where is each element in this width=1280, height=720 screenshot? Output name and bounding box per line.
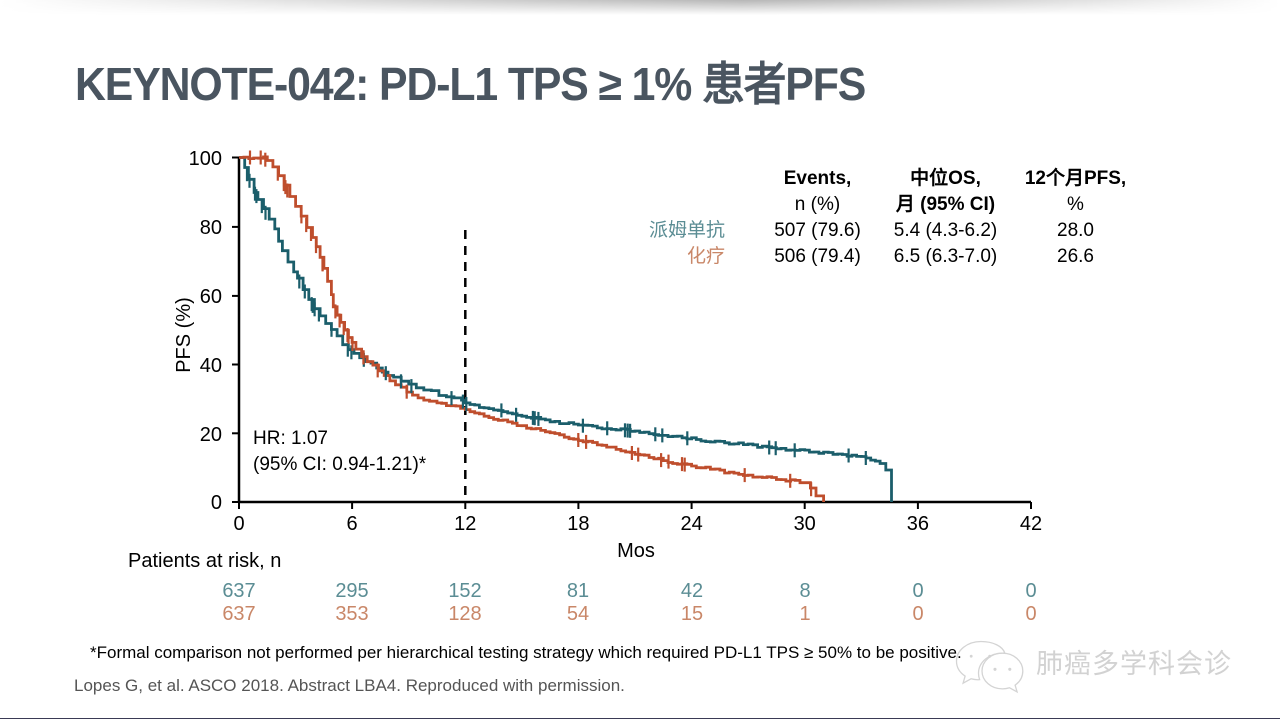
svg-text:30: 30 xyxy=(794,513,816,535)
svg-text:36: 36 xyxy=(907,513,929,535)
svg-text:0: 0 xyxy=(211,492,222,514)
svg-text:HR: 1.07: HR: 1.07 xyxy=(253,428,328,449)
svg-text:42: 42 xyxy=(1020,513,1042,535)
svg-text:0: 0 xyxy=(233,513,244,535)
svg-text:18: 18 xyxy=(567,513,589,535)
svg-text:80: 80 xyxy=(200,217,222,239)
svg-text:(95% CI: 0.94-1.21)*: (95% CI: 0.94-1.21)* xyxy=(253,454,427,475)
svg-text:40: 40 xyxy=(200,355,222,377)
svg-text:24: 24 xyxy=(680,513,702,535)
svg-text:Mos: Mos xyxy=(617,540,655,562)
svg-text:60: 60 xyxy=(200,286,222,308)
svg-text:100: 100 xyxy=(189,148,222,170)
svg-text:6: 6 xyxy=(347,513,358,535)
svg-text:20: 20 xyxy=(200,424,222,446)
svg-text:12: 12 xyxy=(454,513,476,535)
svg-text:PFS (%): PFS (%) xyxy=(173,297,195,373)
